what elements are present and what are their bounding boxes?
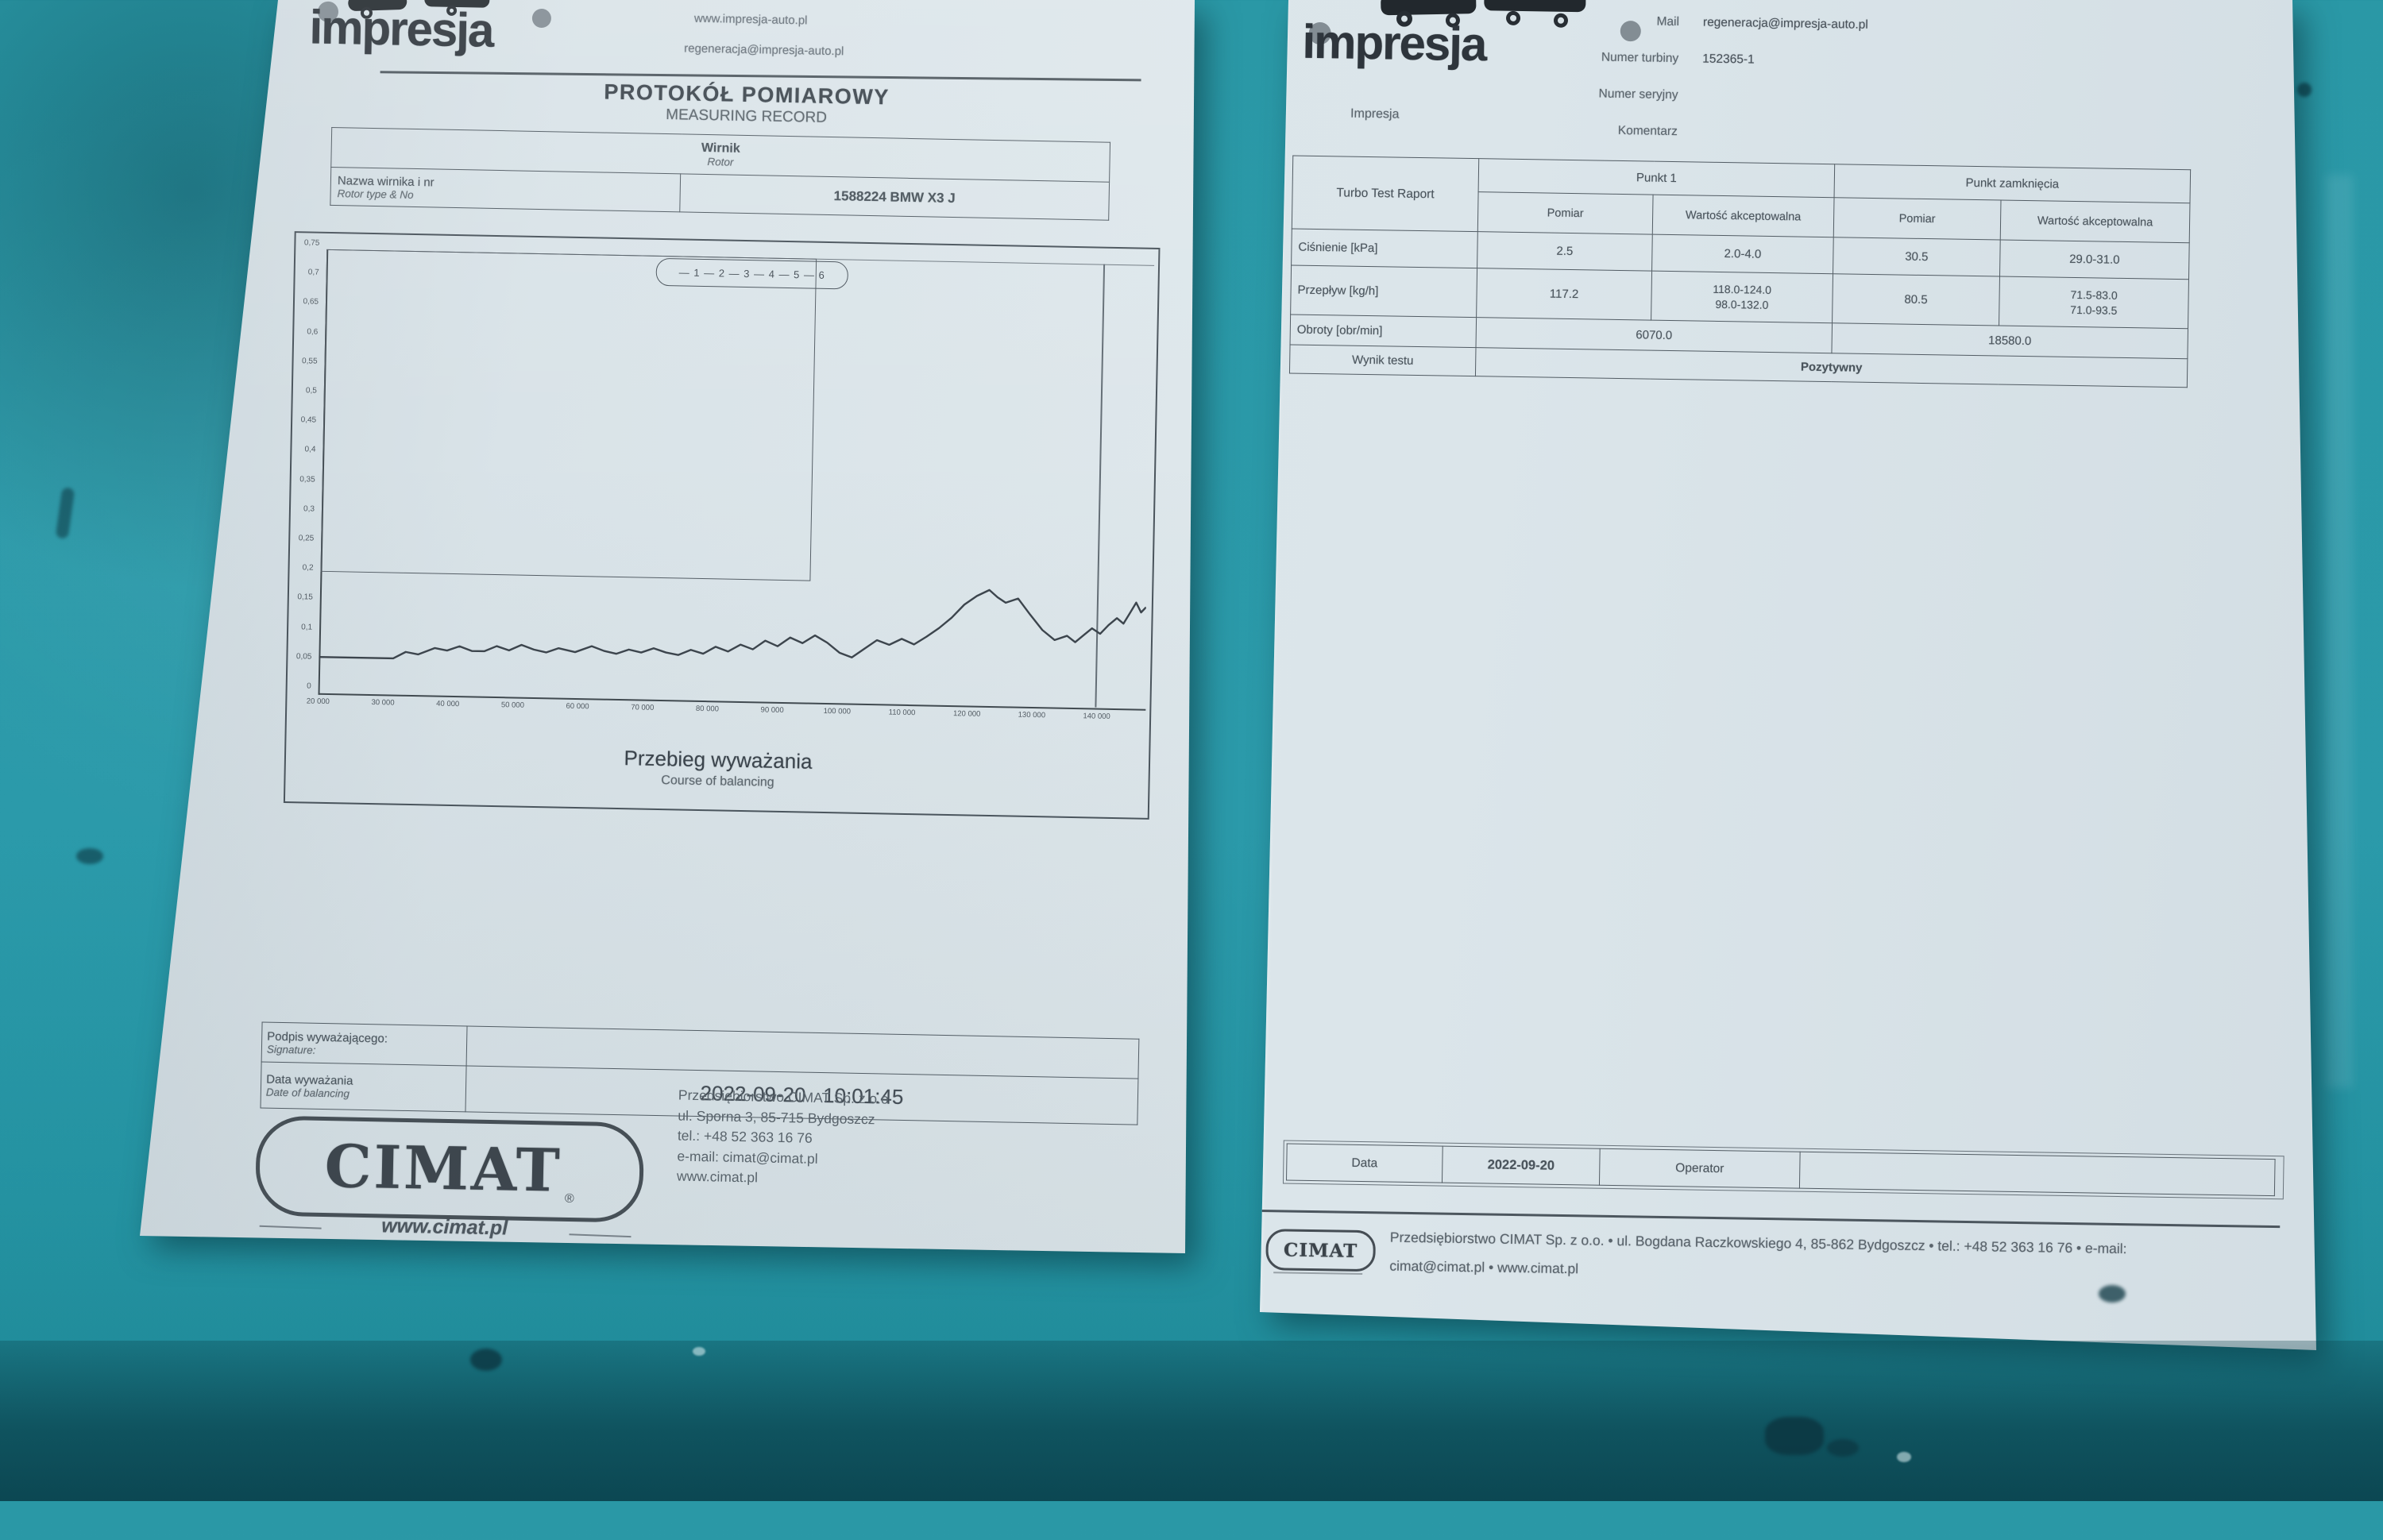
flow-measure-1: 117.2: [1476, 268, 1652, 321]
flow-accepted-1: 118.0-124.0 98.0-132.0: [1651, 271, 1833, 323]
flow-measure-2: 80.5: [1832, 273, 2000, 326]
field-value-comment: [1701, 125, 2130, 132]
bottom-row-outline: Data 2022-09-20 Operator: [1282, 1140, 2285, 1200]
car-doodle-icon: [1484, 0, 1586, 13]
report-date-value: 2022-09-20: [1442, 1146, 1601, 1186]
right-document-shadow: impresja Impresja Mail regeneracja@impre…: [1260, 0, 2316, 1350]
table-smudge: [1827, 1439, 1859, 1457]
field-label-comment: Komentarz: [1617, 123, 1678, 139]
footer-rule: [1260, 1210, 2281, 1229]
field-value-mail: regeneracja@impresja-auto.pl: [1702, 15, 1868, 32]
left-document-shadow: impresja www.impresja-auto.pl regeneracj…: [140, 0, 1195, 1253]
table-speck: [1897, 1452, 1911, 1462]
turbo-table-title: Turbo Test Raport: [1292, 155, 1479, 232]
table-bottom-shade: [0, 1341, 2383, 1501]
field-label-serial-number: Numer seryjny: [1598, 87, 1678, 102]
company-small-label: Impresja: [1350, 106, 1400, 122]
table-light-streak: [2326, 175, 2353, 1088]
footer-line1: Przedsiębiorstwo CIMAT Sp. z o.o. • ul. …: [1389, 1229, 2127, 1257]
pressure-accepted-1: 2.0-4.0: [1651, 234, 1834, 274]
group-header-point1: Punkt 1: [1478, 158, 1835, 198]
date-label: Data: [1286, 1144, 1443, 1183]
turbo-test-table: Turbo Test Raport Punkt 1 Punkt zamknięc…: [1289, 155, 2191, 388]
field-value-serial-number: [1702, 89, 2131, 95]
table-speck: [693, 1347, 705, 1356]
date-operator-table: Data 2022-09-20 Operator: [1286, 1144, 2276, 1197]
car-wheel-icon: [1505, 10, 1521, 25]
operator-value: [1799, 1152, 2276, 1196]
field-label-mail: Mail: [1656, 14, 1680, 29]
car-doodle-icon: [1381, 0, 1477, 16]
field-label-turbo-number: Numer turbiny: [1601, 50, 1679, 66]
field-value-turbo-number: 152365-1: [1702, 52, 1755, 67]
subheader-accepted: Wartość akceptowalna: [1652, 195, 1835, 237]
operator-label: Operator: [1599, 1148, 1801, 1189]
cimat-flourish: [1273, 1272, 1363, 1276]
row-label-flow: Przepływ [kg/h]: [1290, 264, 1477, 318]
pressure-measure-1: 2.5: [1477, 231, 1653, 272]
footer-line2: cimat@cimat.pl • www.cimat.pl: [1389, 1257, 1579, 1277]
table-smudge: [2099, 1285, 2126, 1303]
table-smudge: [470, 1349, 502, 1371]
row-label-rpm: Obroty [obr/min]: [1290, 314, 1477, 348]
subheader-accepted: Wartość akceptowalna: [2000, 200, 2190, 243]
pressure-accepted-2: 29.0-31.0: [1999, 239, 2190, 280]
subheader-measure: Pomiar: [1833, 197, 2002, 240]
table-spot: [2297, 83, 2312, 97]
cimat-footer-logo: CIMAT: [1265, 1229, 1377, 1272]
subheader-measure: Pomiar: [1477, 191, 1654, 235]
pressure-measure-2: 30.5: [1833, 237, 2001, 276]
impresja-wordmark: impresja: [1302, 14, 1486, 71]
left-document: impresja www.impresja-auto.pl regeneracj…: [140, 0, 1195, 1253]
flow-accepted-2: 71.5-83.0 71.0-93.5: [1999, 276, 2189, 329]
table-smudge: [1765, 1417, 1824, 1455]
row-label-result: Wynik testu: [1289, 344, 1477, 376]
table-smudge: [76, 848, 103, 864]
right-document: impresja Impresja Mail regeneracja@impre…: [1260, 0, 2316, 1350]
cimat-footer-logo-text: CIMAT: [1283, 1238, 1358, 1262]
row-label-pressure: Ciśnienie [kPa]: [1291, 228, 1478, 268]
group-header-closing-point: Punkt zamknięcia: [1834, 164, 2191, 203]
